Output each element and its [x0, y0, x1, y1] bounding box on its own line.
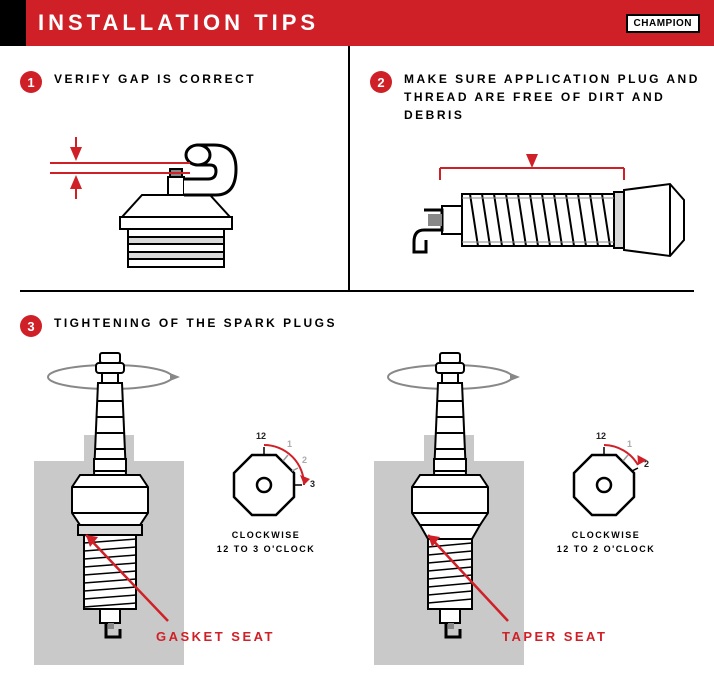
- brand-logo: CHAMPION: [626, 14, 700, 33]
- thread-illustration: [370, 140, 700, 290]
- gasket-seat-panel: 12 1 2 3 CLOCKWISE 12 TO 3 O'CLOCK GASKE…: [20, 345, 360, 675]
- tick-1: 1: [287, 439, 292, 449]
- step-3-badge: 3: [20, 315, 42, 337]
- step-2-head: 2 Make sure application plug and thread …: [370, 70, 700, 124]
- header-main: INSTALLATION TIPS CHAMPION: [26, 0, 714, 46]
- header-bar: INSTALLATION TIPS CHAMPION: [0, 0, 714, 46]
- step-2-badge: 2: [370, 71, 392, 93]
- gasket-plug-illustration: [20, 345, 360, 665]
- step-1-text: Verify gap is correct: [54, 70, 256, 88]
- taper-seat-label: TAPER SEAT: [502, 629, 607, 644]
- taper-plug-illustration: [360, 345, 700, 665]
- tick-12: 12: [256, 431, 266, 441]
- tick-3: 3: [310, 479, 315, 489]
- step-1-head: 1 Verify gap is correct: [20, 70, 328, 93]
- tick-2: 2: [302, 455, 307, 465]
- page-title: INSTALLATION TIPS: [38, 10, 319, 36]
- step-2-text: Make sure application plug and thread ar…: [404, 70, 700, 124]
- header-accent: [0, 0, 26, 46]
- step-3-head: 3 Tightening of the spark plugs: [20, 314, 694, 337]
- gap-illustration: [20, 109, 328, 279]
- tightening-row: 12 1 2 3 CLOCKWISE 12 TO 3 O'CLOCK GASKE…: [20, 345, 694, 675]
- tick-2-r: 2: [644, 459, 649, 469]
- tick-1-r: 1: [627, 439, 632, 449]
- gasket-clock-label: CLOCKWISE 12 TO 3 O'CLOCK: [216, 529, 316, 556]
- top-row: 1 Verify gap is correct: [0, 46, 714, 290]
- step-3-text: Tightening of the spark plugs: [54, 314, 337, 332]
- step-1-badge: 1: [20, 71, 42, 93]
- taper-clock-label: CLOCKWISE 12 TO 2 O'CLOCK: [556, 529, 656, 556]
- panel-step-1: 1 Verify gap is correct: [0, 46, 350, 290]
- gasket-seat-label: GASKET SEAT: [156, 629, 275, 644]
- panel-step-2: 2 Make sure application plug and thread …: [350, 46, 714, 290]
- tick-12-r: 12: [596, 431, 606, 441]
- taper-seat-panel: 12 1 2 CLOCKWISE 12 TO 2 O'CLOCK TAPER S…: [360, 345, 700, 675]
- panel-step-3: 3 Tightening of the spark plugs: [0, 292, 714, 700]
